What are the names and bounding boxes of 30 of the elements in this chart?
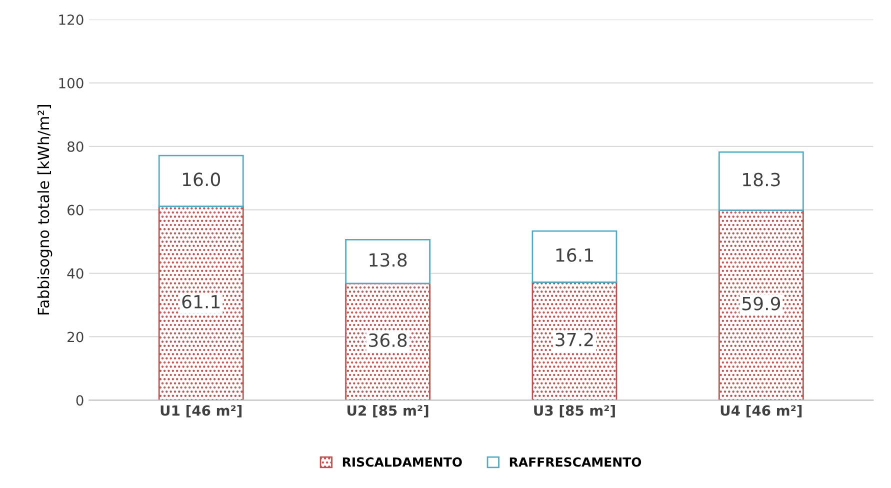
y-tick-label: 40 [67, 268, 84, 279]
legend-label: RISCALDAMENTO [342, 457, 462, 467]
bar [158, 154, 244, 208]
bar [345, 282, 430, 400]
y-tick-label: 20 [68, 332, 84, 342]
data-label: 18.3 [743, 172, 780, 186]
data-label: 61.1 [182, 294, 220, 308]
data-label: 16.1 [556, 248, 593, 262]
data-label: 37.2 [556, 332, 593, 346]
x-tick-label: U4 [46 m²] [720, 405, 802, 418]
x-tick-label: U3 [85 m²] [534, 405, 615, 418]
bar [532, 230, 618, 283]
data-label: 36.8 [369, 333, 407, 348]
bar [718, 209, 804, 400]
y-tick-label: 0 [76, 395, 84, 406]
y-tick-label: 60 [68, 204, 84, 216]
y-tick-label: 80 [68, 141, 84, 152]
y-axis-title: Fabbisogno totale [kWh/m²] [37, 105, 52, 314]
bar [158, 206, 244, 400]
bar [345, 238, 430, 284]
data-label: 59.9 [742, 296, 780, 310]
bar [532, 281, 618, 400]
data-label: 16.0 [182, 172, 220, 186]
y-tick-label: 100 [59, 78, 84, 88]
y-tick-label: 120 [59, 14, 84, 25]
x-tick-label: U1 [46 m²] [160, 405, 242, 418]
bar [718, 151, 804, 211]
legend-label: RAFFRESCAMENTO [510, 457, 642, 467]
data-label: 13.8 [370, 253, 407, 267]
x-tick-label: U2 [85 m²] [347, 405, 428, 418]
